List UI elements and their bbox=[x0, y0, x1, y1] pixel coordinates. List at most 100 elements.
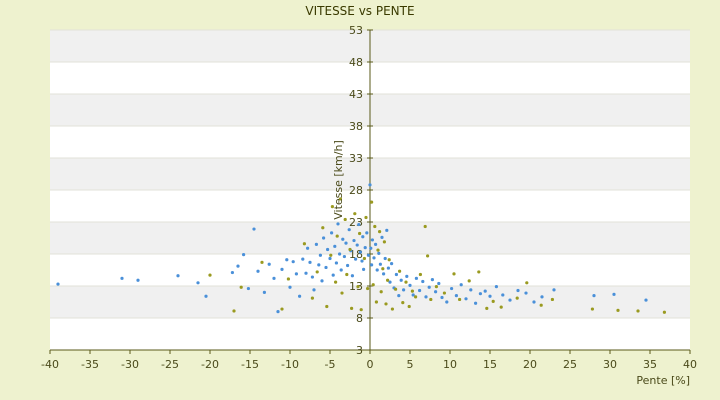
data-point-a bbox=[267, 262, 271, 266]
x-tick-label: -15 bbox=[241, 358, 259, 371]
data-point-b bbox=[302, 242, 306, 246]
y-axis-label: Vitesse [km/h] bbox=[332, 140, 345, 220]
data-point-b bbox=[232, 309, 236, 313]
data-point-b bbox=[374, 300, 378, 304]
data-point-a bbox=[331, 273, 335, 277]
data-point-b bbox=[340, 291, 344, 295]
data-point-a bbox=[338, 252, 342, 256]
data-point-b bbox=[407, 304, 411, 309]
data-point-a bbox=[532, 300, 536, 304]
x-tick-label: 5 bbox=[407, 358, 414, 371]
data-point-a bbox=[318, 253, 322, 257]
x-tick-label: 25 bbox=[563, 358, 577, 371]
data-point-a bbox=[394, 272, 398, 277]
data-point-a bbox=[317, 263, 321, 267]
data-point-a bbox=[411, 293, 415, 297]
data-point-b bbox=[662, 310, 667, 314]
data-point-a bbox=[176, 274, 180, 278]
data-point-a bbox=[469, 288, 473, 292]
data-point-a bbox=[291, 260, 295, 264]
data-point-b bbox=[364, 215, 368, 220]
data-point-b bbox=[348, 247, 352, 252]
data-point-b bbox=[378, 230, 382, 234]
data-point-b bbox=[636, 309, 640, 313]
data-point-b bbox=[325, 304, 329, 309]
data-point-b bbox=[410, 289, 414, 293]
data-point-a bbox=[552, 288, 556, 292]
y-tick-label: 53 bbox=[349, 24, 363, 37]
x-tick-label: -30 bbox=[121, 358, 139, 371]
data-point-a bbox=[370, 263, 374, 267]
data-point-b bbox=[390, 307, 394, 311]
data-point-a bbox=[347, 228, 351, 232]
data-point-a bbox=[382, 272, 386, 276]
y-tick-label: 43 bbox=[349, 88, 363, 101]
data-point-b bbox=[550, 297, 555, 302]
data-point-a bbox=[204, 294, 208, 298]
data-point-a bbox=[372, 256, 376, 260]
data-point-a bbox=[358, 250, 362, 254]
data-point-b bbox=[414, 295, 418, 299]
data-point-a bbox=[320, 279, 324, 283]
data-point-a bbox=[236, 264, 240, 268]
data-point-a bbox=[246, 286, 250, 291]
data-point-b bbox=[423, 224, 427, 229]
y-tick-label: 38 bbox=[349, 120, 363, 133]
data-point-a bbox=[612, 292, 616, 296]
data-point-a bbox=[430, 278, 434, 282]
y-tick-label: 33 bbox=[349, 152, 363, 165]
x-tick-label: 10 bbox=[443, 358, 457, 371]
data-point-a bbox=[252, 227, 256, 231]
data-point-b bbox=[386, 278, 390, 282]
data-point-a bbox=[272, 276, 276, 280]
data-point-b bbox=[404, 280, 408, 284]
data-point-b bbox=[280, 307, 284, 311]
data-point-a bbox=[383, 256, 387, 261]
data-point-b bbox=[239, 285, 243, 289]
data-point-a bbox=[386, 266, 390, 270]
data-point-a bbox=[298, 294, 302, 298]
x-tick-label: 20 bbox=[523, 358, 537, 371]
data-point-a bbox=[644, 298, 648, 302]
data-point-b bbox=[458, 297, 462, 302]
data-point-a bbox=[434, 290, 438, 294]
data-point-a bbox=[592, 294, 596, 298]
data-point-a bbox=[427, 285, 431, 289]
data-point-a bbox=[402, 288, 406, 292]
data-point-a bbox=[310, 275, 314, 279]
data-point-a bbox=[414, 276, 418, 280]
data-point-a bbox=[399, 278, 403, 282]
data-point-b bbox=[485, 306, 489, 310]
data-point-b bbox=[315, 270, 319, 274]
data-point-b bbox=[426, 254, 430, 258]
data-point-a bbox=[230, 270, 234, 275]
data-point-b bbox=[387, 258, 391, 262]
data-point-a bbox=[330, 231, 334, 235]
data-point-a bbox=[540, 295, 544, 299]
data-point-b bbox=[356, 285, 360, 289]
data-point-a bbox=[355, 243, 359, 247]
data-point-a bbox=[408, 283, 412, 287]
data-point-a bbox=[474, 301, 478, 305]
data-point-b bbox=[362, 256, 366, 261]
y-tick-label: 28 bbox=[349, 184, 363, 197]
data-point-a bbox=[328, 256, 332, 261]
y-tick-label: 48 bbox=[349, 56, 363, 69]
data-point-a bbox=[365, 231, 369, 235]
data-point-a bbox=[312, 288, 316, 292]
data-point-b bbox=[373, 224, 377, 229]
data-point-b bbox=[616, 308, 620, 312]
x-tick-label: -25 bbox=[161, 358, 179, 371]
data-point-b bbox=[429, 297, 433, 302]
data-point-a bbox=[370, 238, 374, 242]
data-point-a bbox=[333, 244, 337, 248]
data-point-a bbox=[308, 260, 312, 264]
x-tick-label: 40 bbox=[683, 358, 697, 371]
data-point-a bbox=[326, 247, 330, 252]
data-point-a bbox=[339, 268, 343, 272]
data-points bbox=[56, 183, 667, 314]
data-point-a bbox=[418, 288, 422, 293]
data-point-a bbox=[488, 294, 492, 298]
